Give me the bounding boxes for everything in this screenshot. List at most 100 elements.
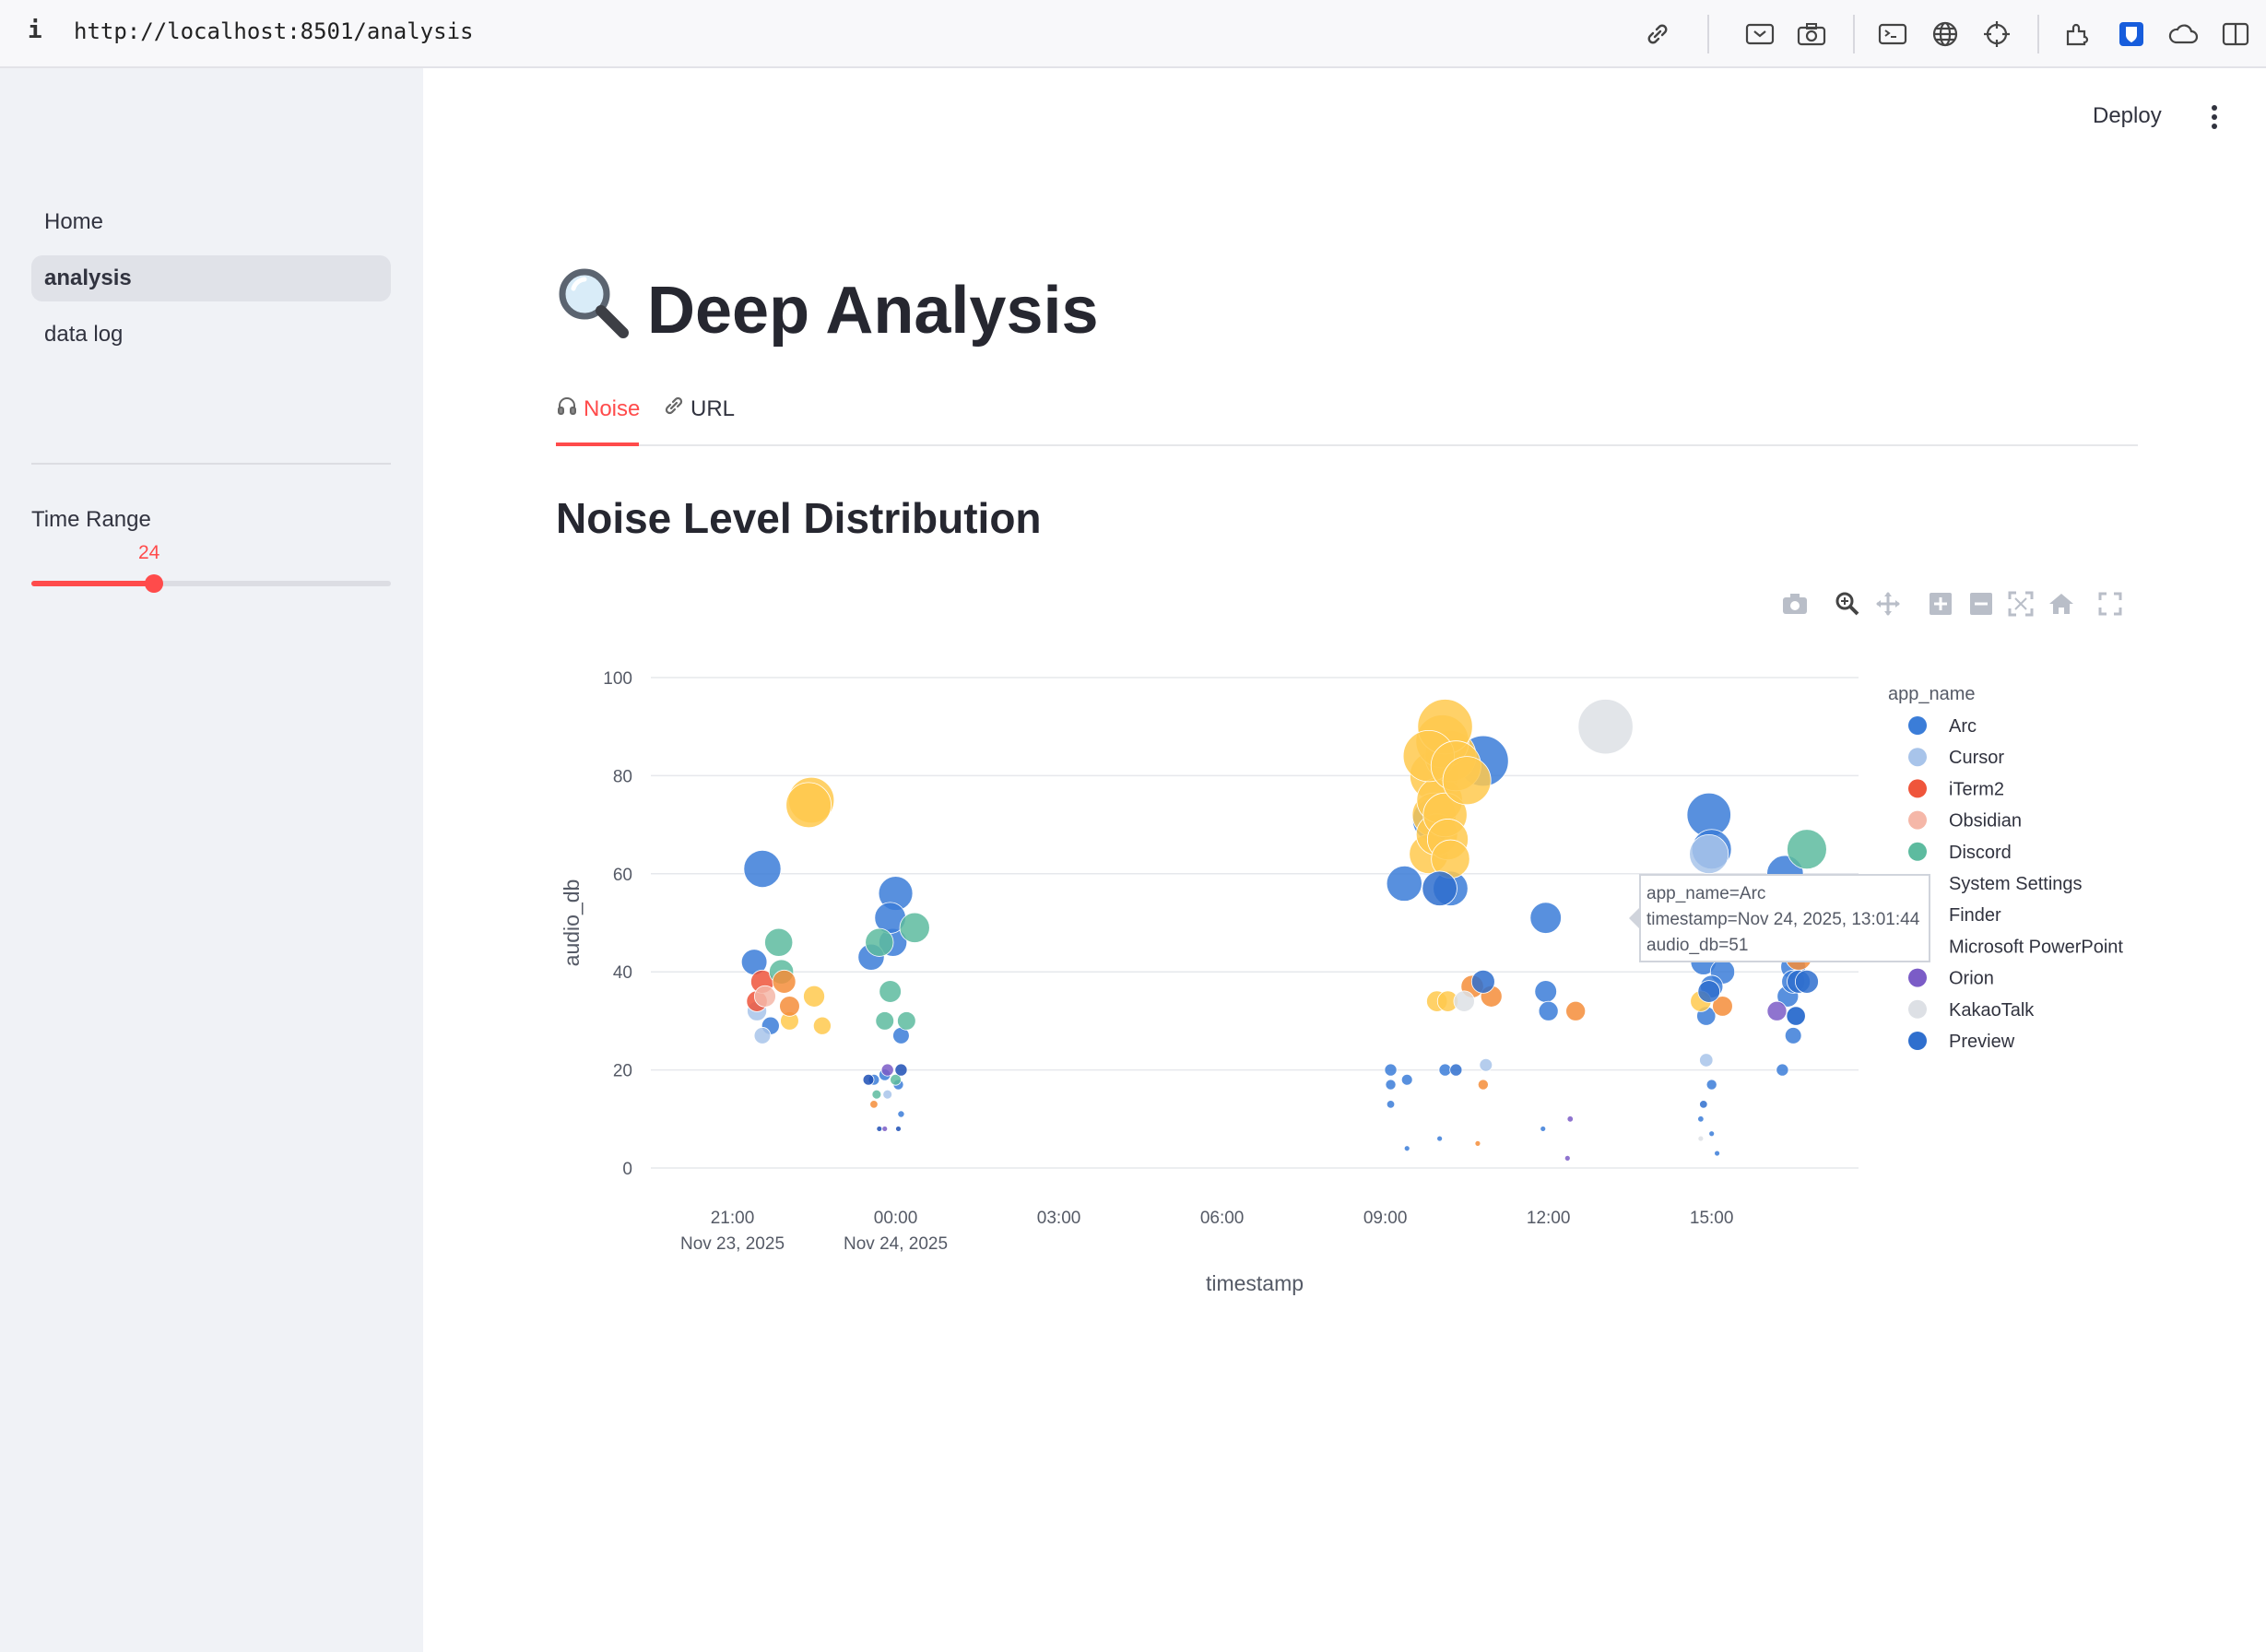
data-point <box>1708 1130 1716 1138</box>
sidebar-item-home[interactable]: Home <box>44 209 104 234</box>
tooltip-line: timestamp=Nov 24, 2025, 13:01:44 <box>1646 910 1920 929</box>
data-point <box>890 1073 902 1086</box>
legend-item-label: Microsoft PowerPoint <box>1949 937 2123 957</box>
legend-item-label: Arc <box>1949 716 1977 737</box>
tab-url[interactable]: URL <box>663 395 735 423</box>
legend-item-label: Orion <box>1949 969 1994 989</box>
data-point <box>875 1011 895 1031</box>
x-tick-label: Nov 24, 2025 <box>844 1234 948 1254</box>
y-tick-label: 20 <box>613 1062 632 1081</box>
data-point <box>1766 1000 1788 1021</box>
legend-item-label: Obsidian <box>1949 811 2022 832</box>
data-point <box>1386 1100 1396 1109</box>
tab-noise-label: Noise <box>584 395 641 421</box>
tooltip-arrow <box>1629 907 1640 929</box>
noise-scatter-chart[interactable]: 0 20 40 60 80 100 21:00 Nov 23, 2025 00:00 Nov 24… <box>553 645 2176 1328</box>
data-point <box>897 1110 905 1118</box>
legend-title: app_name <box>1888 684 1976 704</box>
data-point <box>812 1016 832 1035</box>
tab-noise[interactable]: Noise <box>556 395 640 423</box>
data-point <box>1689 834 1729 875</box>
data-point <box>1479 1057 1493 1072</box>
legend-item-label: Cursor <box>1949 748 2004 768</box>
data-point <box>880 1063 894 1077</box>
x-tick-label: 00:00 <box>874 1209 918 1228</box>
pan-icon[interactable] <box>1872 588 1904 620</box>
x-tick-label: 06:00 <box>1200 1209 1245 1228</box>
tooltip-line: audio_db=51 <box>1646 936 1749 955</box>
info-icon[interactable]: i <box>28 17 42 44</box>
section-title: Noise Level Distribution <box>556 494 1042 542</box>
extensions-icon[interactable] <box>2061 17 2096 52</box>
data-point <box>1795 969 1819 994</box>
slider-thumb[interactable] <box>144 574 163 593</box>
data-point <box>803 985 825 1008</box>
y-tick-label: 100 <box>603 669 632 689</box>
crosshair-icon[interactable] <box>1979 17 2014 52</box>
camera-icon[interactable] <box>1794 17 1829 52</box>
legend-marker <box>1908 716 1927 735</box>
data-point <box>1566 1115 1574 1123</box>
reset-axes-icon[interactable] <box>2046 588 2077 620</box>
data-point <box>1529 902 1562 934</box>
legend-item-label: iTerm2 <box>1949 779 2004 799</box>
data-point <box>1784 1027 1802 1044</box>
legend-marker <box>1908 999 1927 1019</box>
sidebar-item-analysis[interactable]: analysis <box>31 255 391 301</box>
main-menu-icon[interactable] <box>2205 103 2224 131</box>
data-point <box>1384 1063 1398 1077</box>
sidebar-toggle-icon[interactable] <box>2218 17 2253 52</box>
cloud-icon[interactable] <box>2166 17 2201 52</box>
globe-icon[interactable] <box>1928 17 1963 52</box>
legend-item-label: Finder <box>1949 905 2001 926</box>
bitwarden-icon[interactable] <box>2114 17 2149 52</box>
data-point <box>1385 1079 1397 1091</box>
legend-marker <box>1908 968 1927 987</box>
data-point <box>1474 1140 1481 1147</box>
x-tick-label: 12:00 <box>1527 1209 1571 1228</box>
hover-tooltip: app_name=Arc timestamp=Nov 24, 2025, 13:… <box>1639 874 1930 962</box>
y-tick-label: 80 <box>613 767 632 786</box>
sidebar-divider <box>31 463 391 465</box>
data-point <box>743 849 782 889</box>
data-point <box>753 1027 772 1044</box>
data-point <box>764 927 794 957</box>
download-plot-icon[interactable] <box>1779 588 1811 620</box>
data-point <box>1714 1150 1720 1157</box>
data-point <box>1565 1000 1587 1021</box>
browser-toolbar: i http://localhost:8501/analysis <box>0 0 2266 68</box>
data-point <box>876 1126 883 1132</box>
link-icon[interactable] <box>1640 17 1675 52</box>
zoom-in-icon[interactable] <box>1925 588 1956 620</box>
deploy-button[interactable]: Deploy <box>2093 103 2162 128</box>
y-tick-label: 40 <box>613 963 632 983</box>
data-point <box>785 782 832 829</box>
screenshot-region-icon[interactable] <box>1742 17 1777 52</box>
sidebar-item-data-log[interactable]: data log <box>44 322 124 347</box>
data-point <box>869 1100 879 1109</box>
terminal-icon[interactable] <box>1875 17 1910 52</box>
x-tick-label: 15:00 <box>1690 1209 1734 1228</box>
tab-bar: Noise URL <box>556 391 2138 446</box>
legend-item-label: Preview <box>1949 1032 2015 1052</box>
data-point <box>865 927 894 957</box>
y-axis-title: audio_db <box>560 879 584 967</box>
zoom-out-icon[interactable] <box>1965 588 1997 620</box>
url-bar[interactable]: http://localhost:8501/analysis <box>74 18 474 44</box>
time-range-label: Time Range <box>31 507 151 532</box>
page-title: Deep Analysis <box>553 263 1099 358</box>
time-range-value: 24 <box>138 542 160 563</box>
data-point <box>1436 1135 1444 1142</box>
toolbar-separator <box>2037 15 2039 53</box>
data-point <box>1449 1063 1463 1077</box>
x-tick-label: 21:00 <box>711 1209 755 1228</box>
zoom-icon[interactable] <box>1832 588 1863 620</box>
time-range-slider[interactable] <box>31 574 391 593</box>
fullscreen-icon[interactable] <box>2095 588 2126 620</box>
data-point <box>1477 1079 1489 1091</box>
data-point <box>1577 699 1634 755</box>
data-point <box>894 1063 908 1077</box>
data-point <box>1697 1135 1705 1142</box>
legend-marker <box>1908 779 1927 798</box>
autoscale-icon[interactable] <box>2005 588 2036 620</box>
